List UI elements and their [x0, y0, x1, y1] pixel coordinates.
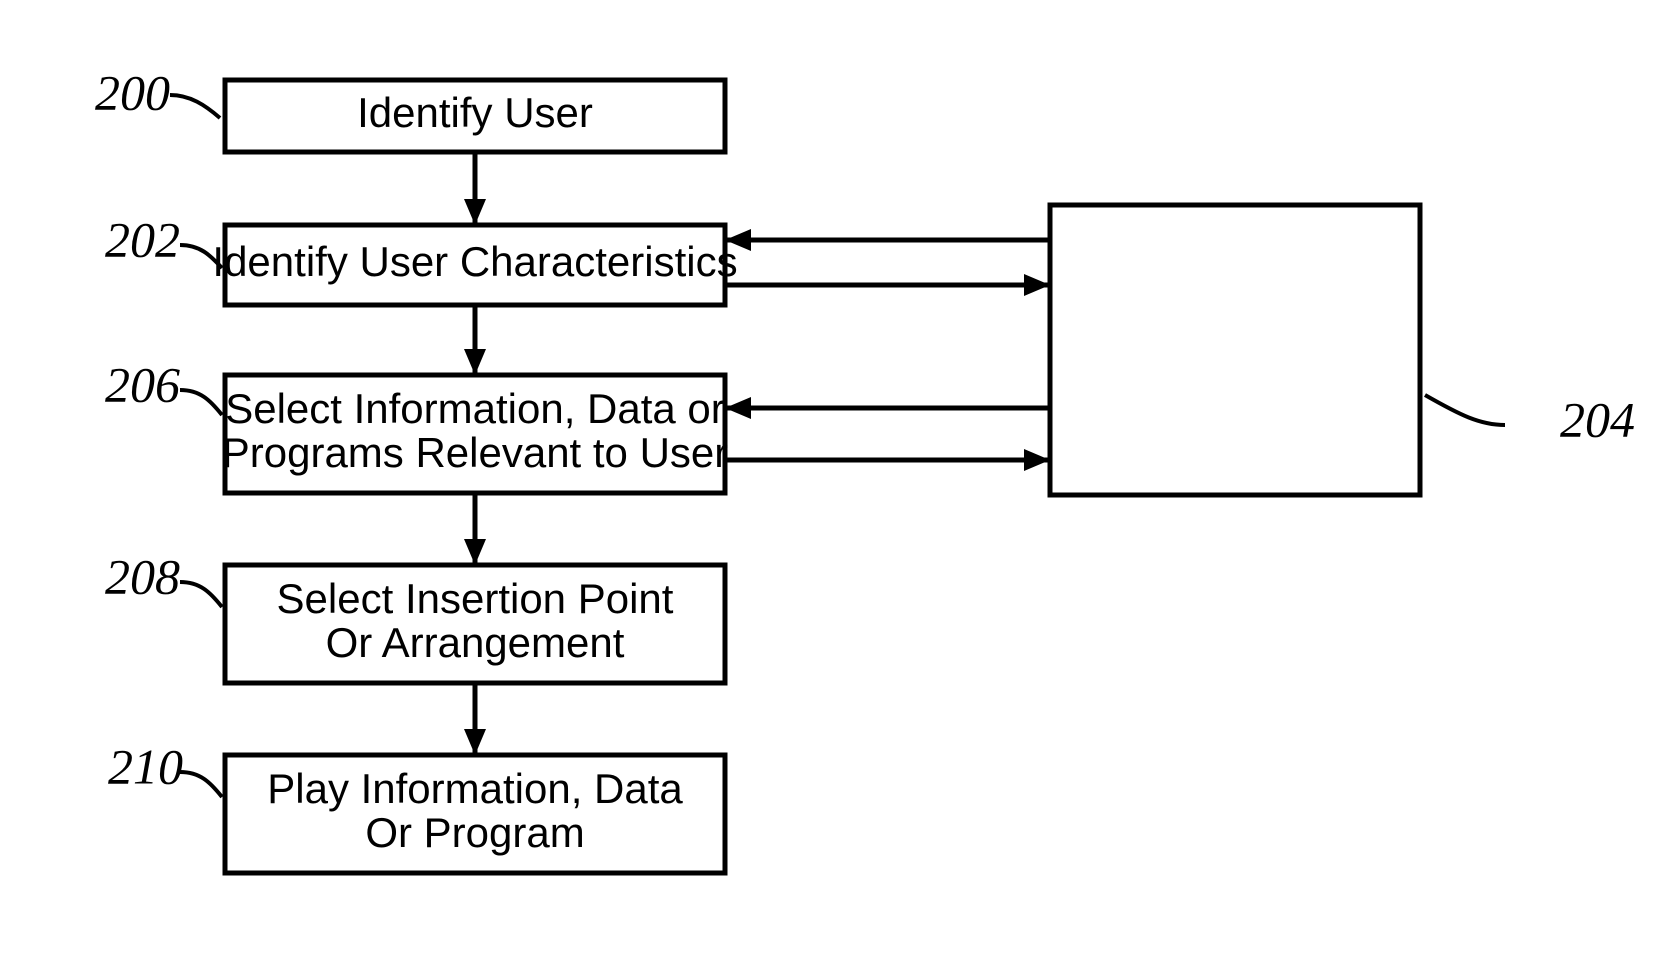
leader-r204	[1425, 395, 1505, 425]
node-n202: Identify User Characteristics	[212, 225, 737, 305]
ref-label-r208: 208	[105, 548, 180, 604]
leader-r210	[180, 772, 222, 797]
leader-r200	[170, 95, 220, 118]
node-n210: Play Information, DataOr Program	[225, 755, 725, 873]
ref-label-r202: 202	[105, 211, 180, 267]
node-n208: Select Insertion PointOr Arrangement	[225, 565, 725, 683]
node-label: Or Arrangement	[326, 619, 625, 666]
node-label: Identify User	[357, 89, 593, 136]
node-label: Select Information, Data or	[225, 385, 725, 432]
node-n204	[1050, 205, 1420, 495]
node-box	[1050, 205, 1420, 495]
node-label: Select Insertion Point	[277, 575, 674, 622]
ref-label-r206: 206	[105, 356, 180, 412]
leader-r206	[180, 390, 222, 415]
ref-label-r204: 204	[1560, 391, 1635, 447]
node-label: Or Program	[365, 809, 584, 856]
leader-r208	[180, 582, 222, 607]
ref-label-r210: 210	[108, 738, 183, 794]
node-n206: Select Information, Data orPrograms Rele…	[222, 375, 729, 493]
node-label: Programs Relevant to User	[222, 429, 729, 476]
ref-label-r200: 200	[95, 64, 170, 120]
node-n200: Identify User	[225, 80, 725, 152]
node-label: Identify User Characteristics	[212, 238, 737, 285]
node-label: Play Information, Data	[267, 765, 683, 812]
